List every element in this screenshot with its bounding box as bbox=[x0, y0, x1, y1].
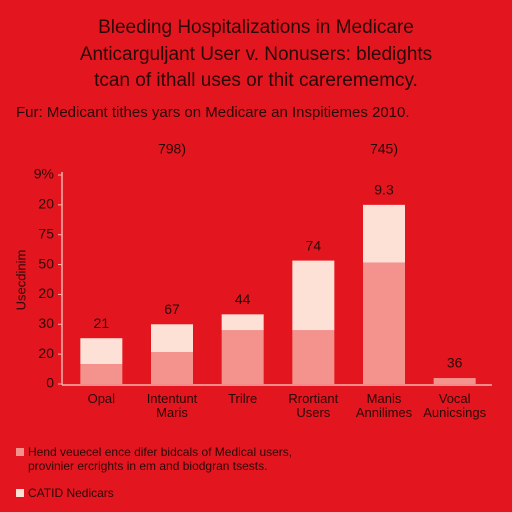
bar-label: 9.3 bbox=[374, 182, 394, 198]
chart-title: Bleeding Hospitalizations in Medicare bbox=[98, 17, 414, 38]
bar-segment bbox=[221, 314, 264, 331]
x-tick-label: Vocal Aunicsings bbox=[423, 391, 487, 420]
bar-segment bbox=[363, 262, 405, 384]
bar-segment bbox=[221, 330, 264, 384]
y-axis-label: Usecdinim bbox=[13, 250, 28, 311]
bar-label: 44 bbox=[235, 291, 251, 307]
y-tick-label: 50 bbox=[38, 255, 54, 271]
header-label: 745) bbox=[370, 141, 398, 157]
bar-label: 74 bbox=[306, 237, 322, 253]
bar-segment bbox=[433, 378, 476, 384]
x-tick-label: Opal bbox=[87, 391, 116, 406]
y-tick-label: 75 bbox=[38, 225, 54, 241]
chart-subtitle: Fur: Medicant tithes yars on Medicare an… bbox=[16, 104, 410, 121]
bar-label: 21 bbox=[94, 315, 110, 331]
bar-label: 36 bbox=[447, 355, 463, 371]
bar-segment bbox=[80, 338, 123, 365]
bar-segment bbox=[292, 330, 335, 384]
legend-label: Hend veuecel ence difer bidcals of Medic… bbox=[28, 445, 293, 473]
bar-segment bbox=[363, 204, 405, 263]
bar-segment bbox=[80, 364, 123, 384]
y-tick-label: 30 bbox=[38, 315, 54, 331]
bar-segment bbox=[151, 352, 193, 384]
chart-title: Anticarguljant User v. Nonusers: bledigh… bbox=[80, 44, 432, 65]
header-label: 798) bbox=[158, 141, 186, 157]
legend-swatch bbox=[16, 448, 24, 456]
bar-label: 67 bbox=[164, 301, 180, 317]
legend-swatch bbox=[16, 489, 24, 497]
x-tick-label: Manis Annilimes bbox=[355, 391, 413, 420]
legend-label: CATID Nedicars bbox=[28, 486, 114, 500]
y-tick-label: 9% bbox=[34, 166, 54, 182]
x-tick-label: Intentunt Maris bbox=[146, 391, 198, 420]
x-tick-label: Trilre bbox=[228, 391, 258, 406]
y-tick-label: 20 bbox=[38, 345, 54, 361]
y-tick-label: 20 bbox=[38, 196, 54, 212]
chart-title: tcan of ithall uses or thit carerememcy. bbox=[94, 70, 418, 91]
y-tick-label: 20 bbox=[38, 285, 54, 301]
y-tick-label: 0 bbox=[46, 375, 54, 391]
x-tick-label: Rrortiant Users bbox=[288, 391, 339, 420]
bar-segment bbox=[151, 324, 193, 353]
bar-segment bbox=[292, 260, 335, 331]
